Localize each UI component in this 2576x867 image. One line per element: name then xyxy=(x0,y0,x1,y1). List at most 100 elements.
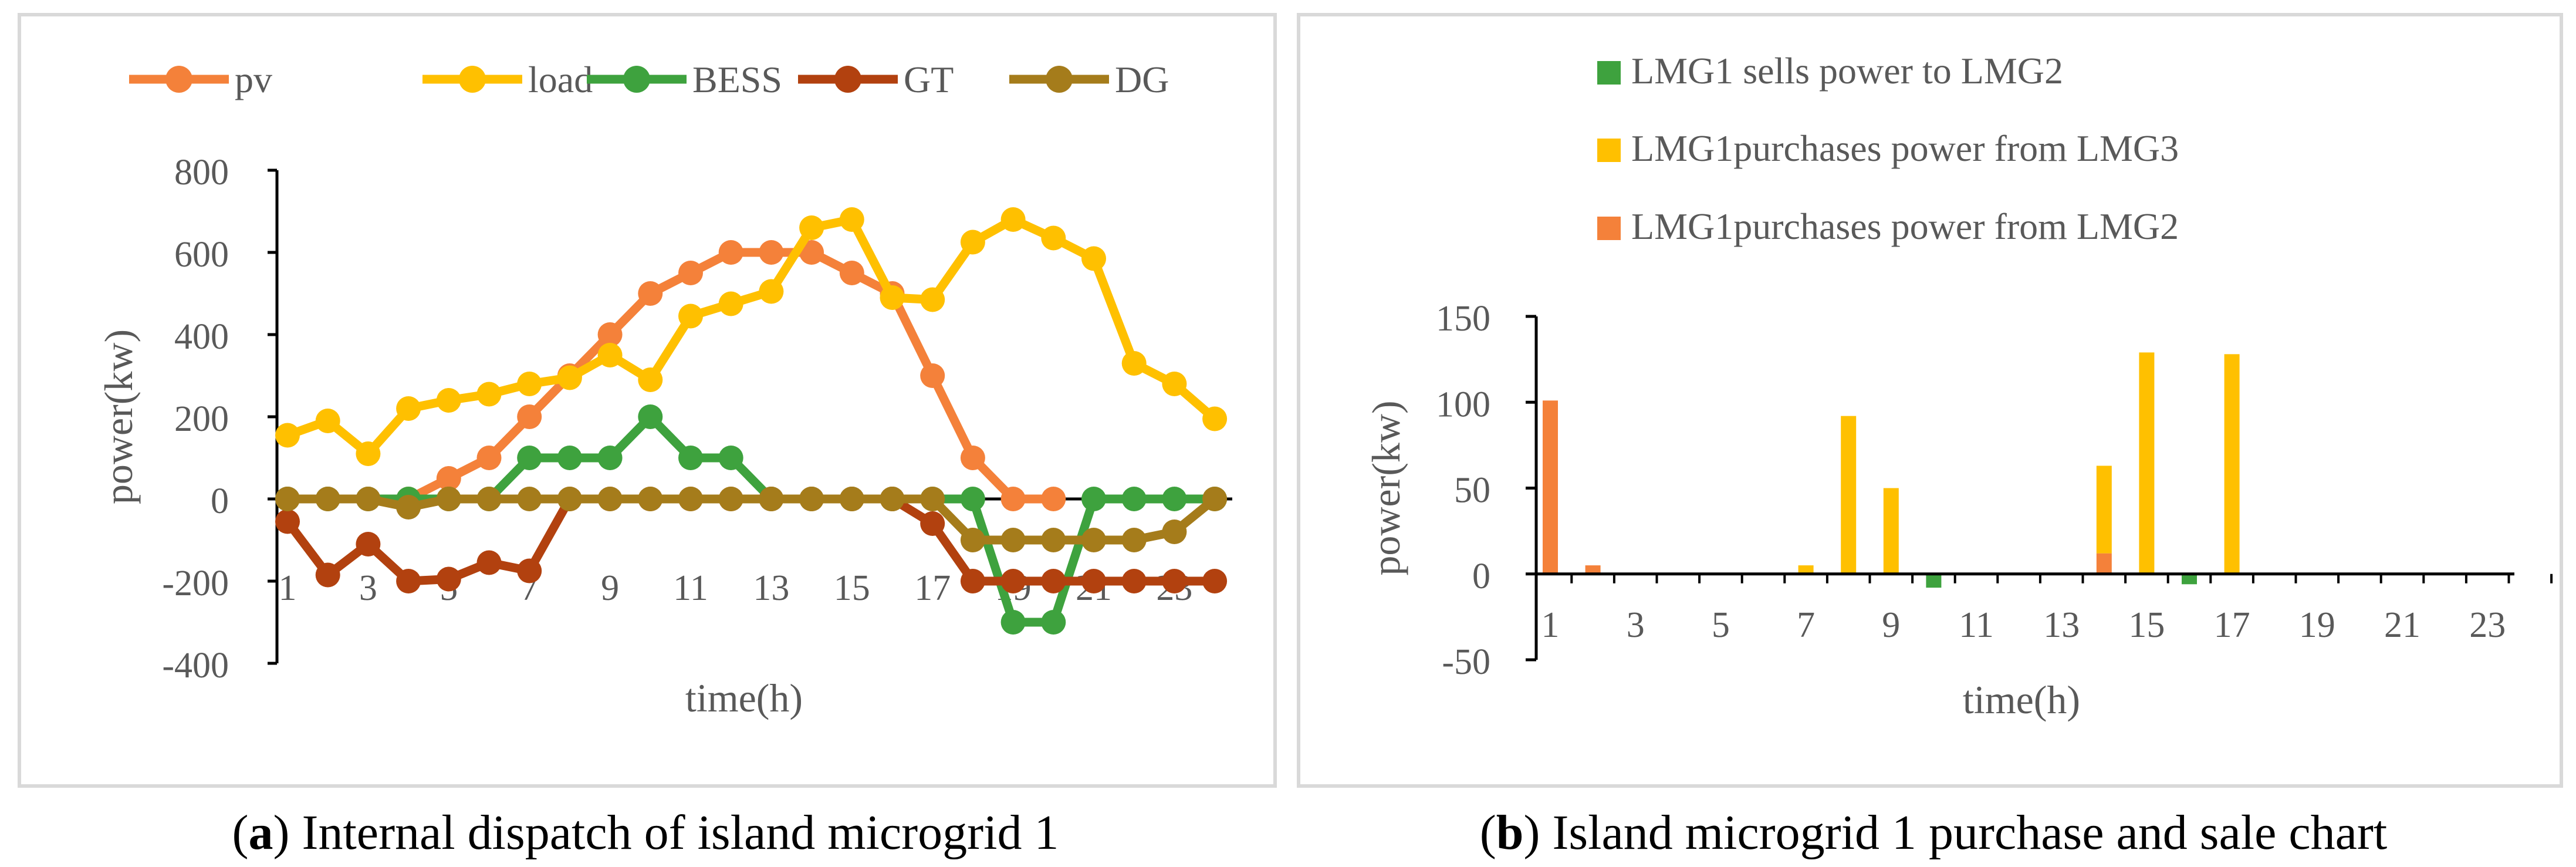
a-point-GT xyxy=(1162,569,1187,593)
a-y-tick-label: 600 xyxy=(174,235,229,275)
a-point-pv xyxy=(678,261,703,285)
b-bar-0 xyxy=(2182,573,2197,585)
a-point-BESS xyxy=(1121,487,1147,511)
b-bar-1 xyxy=(2224,354,2240,574)
a-x-tick-label: 1 xyxy=(279,568,297,608)
a-x-tick-label: 11 xyxy=(673,568,708,608)
a-point-GT xyxy=(1000,569,1026,593)
a-legend-marker-BESS xyxy=(623,66,650,93)
a-point-BESS xyxy=(1000,610,1026,635)
a-point-DG xyxy=(759,487,784,511)
a-y-tick-label: 0 xyxy=(211,481,229,521)
b-legend-swatch-0 xyxy=(1597,61,1621,85)
a-legend-label-GT: GT xyxy=(904,59,954,100)
a-point-BESS xyxy=(1162,487,1187,511)
a-legend-marker-load xyxy=(459,66,486,93)
b-legend-label-2: LMG1purchases power from LMG2 xyxy=(1631,205,2179,247)
b-y-tick-label: 0 xyxy=(1472,556,1490,596)
a-point-load xyxy=(880,285,905,310)
a-point-pv xyxy=(436,466,461,491)
a-point-load xyxy=(920,287,945,312)
b-x-tick-label: 7 xyxy=(1797,605,1815,645)
a-y-tick-label: 200 xyxy=(174,399,229,439)
b-x-tick-label: 19 xyxy=(2299,605,2335,645)
a-point-GT xyxy=(356,532,381,556)
a-x-tick-label: 15 xyxy=(834,568,870,608)
b-x-tick-label: 1 xyxy=(1541,605,1560,645)
a-point-DG xyxy=(638,487,663,511)
a-x-tick-label: 13 xyxy=(753,568,789,608)
a-point-DG xyxy=(517,487,542,511)
a-point-DG xyxy=(799,487,824,511)
a-point-BESS xyxy=(1081,487,1106,511)
b-bar-2 xyxy=(2096,553,2112,574)
b-bar-1 xyxy=(1883,488,1899,574)
a-point-pv xyxy=(799,240,824,265)
a-point-DG xyxy=(476,487,502,511)
b-x-axis-title: time(h) xyxy=(1963,677,2080,722)
b-x-tick-label: 5 xyxy=(1712,605,1730,645)
a-point-load xyxy=(799,215,824,240)
a-point-load xyxy=(517,372,542,396)
b-legend-label-0: LMG1 sells power to LMG2 xyxy=(1631,50,2063,92)
a-legend-label-load: load xyxy=(528,59,593,100)
a-point-BESS xyxy=(517,446,542,470)
b-y-tick-label: -50 xyxy=(1442,642,1490,682)
a-legend-marker-GT xyxy=(834,66,861,93)
a-y-tick-label: -200 xyxy=(162,564,229,603)
a-point-GT xyxy=(1041,569,1066,593)
a-point-load xyxy=(718,291,743,316)
a-point-load xyxy=(638,367,663,392)
panel-a xyxy=(18,13,1277,788)
a-point-BESS xyxy=(638,404,663,429)
a-y-tick-label: 400 xyxy=(174,317,229,357)
a-point-BESS xyxy=(718,446,743,470)
a-point-load xyxy=(476,382,502,407)
b-x-tick-label: 3 xyxy=(1627,605,1645,645)
a-y-tick-label: 800 xyxy=(174,153,229,193)
a-point-load xyxy=(1041,225,1066,251)
b-y-tick-label: 150 xyxy=(1436,299,1490,339)
a-point-load xyxy=(597,343,623,367)
a-point-BESS xyxy=(678,446,703,470)
b-bar-1 xyxy=(1798,565,1814,574)
b-y-axis-title: power(kw) xyxy=(1364,400,1408,575)
a-point-GT xyxy=(920,511,945,536)
a-point-pv xyxy=(1000,487,1026,511)
a-x-axis-title: time(h) xyxy=(685,676,803,720)
a-point-DG xyxy=(1041,528,1066,552)
a-point-load xyxy=(1000,207,1026,232)
a-point-pv xyxy=(597,322,623,347)
a-point-load xyxy=(960,230,985,255)
b-y-tick-label: 100 xyxy=(1436,384,1490,424)
a-point-BESS xyxy=(960,487,985,511)
a-point-load xyxy=(315,409,340,433)
a-point-DG xyxy=(718,487,743,511)
a-y-tick-label: -400 xyxy=(162,646,229,686)
a-legend-marker-pv xyxy=(165,66,192,93)
a-point-DG xyxy=(1162,519,1187,544)
b-bar-1 xyxy=(2096,465,2112,554)
b-x-tick-label: 13 xyxy=(2043,605,2080,645)
a-point-pv xyxy=(960,446,985,470)
a-series-line-DG xyxy=(288,494,1218,545)
a-point-DG xyxy=(1000,528,1026,552)
a-point-DG xyxy=(1202,487,1228,511)
b-bar-2 xyxy=(1585,565,1601,574)
a-point-GT xyxy=(517,558,542,583)
panel-b xyxy=(1297,13,2563,788)
a-point-DG xyxy=(275,487,300,511)
a-point-pv xyxy=(638,281,663,306)
caption-a-label: a xyxy=(248,805,273,860)
a-point-DG xyxy=(356,487,381,511)
caption-b-text: Island microgrid 1 purchase and sale cha… xyxy=(1540,805,2388,860)
a-point-DG xyxy=(597,487,623,511)
a-point-load xyxy=(678,303,703,329)
a-point-load xyxy=(1081,246,1106,271)
a-point-load xyxy=(557,365,582,390)
caption-b: (b) Island microgrid 1 purchase and sale… xyxy=(1479,805,2388,860)
a-point-GT xyxy=(1202,569,1228,593)
a-point-DG xyxy=(960,528,985,552)
a-point-DG xyxy=(315,487,340,511)
